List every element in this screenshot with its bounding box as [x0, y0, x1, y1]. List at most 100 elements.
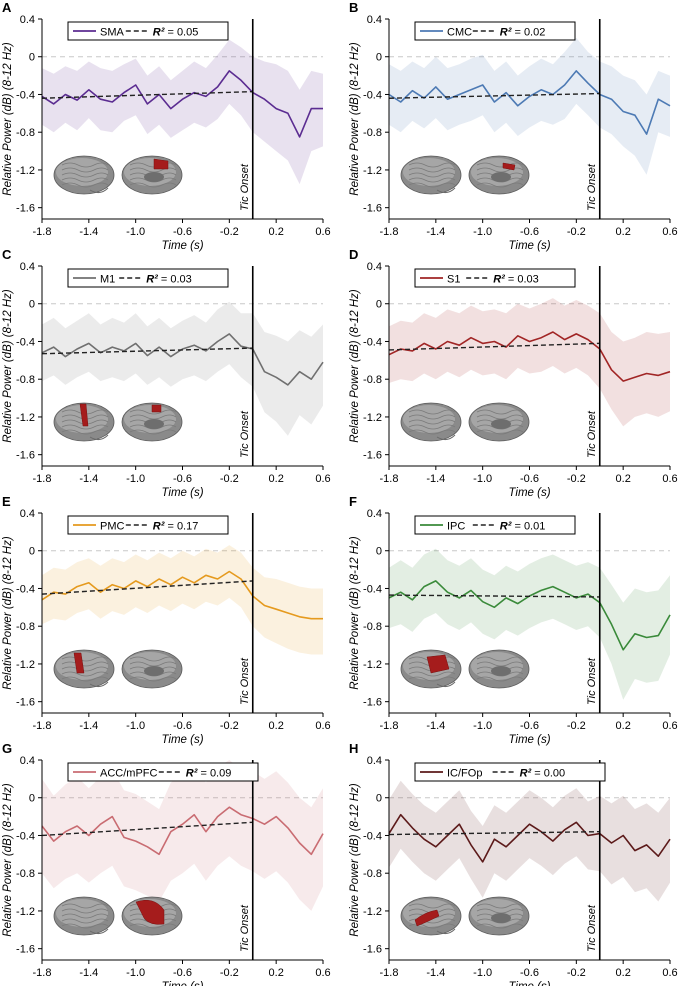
brain-region-highlight — [135, 900, 165, 925]
legend-box — [67, 21, 229, 41]
panel-letter: C — [2, 247, 12, 262]
brain-gyrus-line — [408, 172, 456, 178]
y-tick-label: 0.4 — [20, 261, 35, 273]
brain-region-highlight — [153, 158, 169, 170]
legend-r2-value: = 0.05 — [164, 27, 198, 39]
legend-r2-value: = 0.00 — [531, 768, 565, 780]
brain-gyrus-line — [408, 162, 456, 168]
panel-letter: D — [349, 247, 358, 262]
x-tick-label: -0.2 — [220, 226, 239, 238]
brain-lateral-view — [53, 649, 115, 689]
y-tick-label: -0.8 — [16, 374, 35, 386]
x-axis-label: Time (s) — [161, 240, 203, 252]
brain-medial-view — [468, 402, 530, 442]
x-tick-label: -1.4 — [79, 226, 98, 238]
y-axis-label: Relative Power (dB) (8-12 Hz) — [349, 289, 361, 443]
brain-gyrus-line — [408, 419, 456, 425]
x-tick-label: -0.2 — [220, 720, 239, 732]
y-axis-label: Relative Power (dB) (8-12 Hz) — [349, 536, 361, 690]
x-tick-label: -0.2 — [220, 967, 239, 979]
y-tick-label: 0.4 — [367, 508, 382, 520]
x-tick-label: -0.6 — [520, 226, 539, 238]
brain-region-highlight — [79, 403, 89, 427]
x-tick-label: -1.8 — [380, 967, 399, 979]
x-axis-label: Time (s) — [508, 487, 550, 499]
x-tick-label: -1.4 — [426, 967, 445, 979]
x-tick-label: 0.2 — [616, 226, 631, 238]
legend-series-label: PMC — [100, 521, 125, 533]
legend-r2-prefix: R² — [500, 521, 512, 533]
x-tick-label: -1.0 — [126, 473, 145, 485]
brain-gyrus-line — [476, 676, 524, 682]
legend-box — [414, 21, 576, 41]
brain-region-highlight — [426, 654, 450, 674]
legend-r2-label: R² = 0.05 — [153, 27, 199, 39]
y-tick-label: -1.2 — [16, 412, 35, 424]
y-tick-label: -0.4 — [363, 830, 382, 842]
brain-gyrus-line — [408, 177, 456, 183]
y-tick-label: -0.8 — [16, 621, 35, 633]
x-tick-label: 0.2 — [269, 473, 284, 485]
x-tick-label: -1.0 — [473, 967, 492, 979]
x-tick-label: -1.8 — [380, 226, 399, 238]
x-tick-label: -1.0 — [126, 226, 145, 238]
brain-gyrus-line — [61, 661, 109, 667]
brain-gyrus-line — [129, 409, 177, 415]
brain-gyrus-line — [476, 923, 524, 929]
x-tick-label: -0.6 — [173, 226, 192, 238]
x-tick-label: -1.4 — [79, 720, 98, 732]
y-tick-label: -1.6 — [363, 450, 382, 462]
brain-gyrus-line — [61, 167, 109, 173]
panel-d: D Tic Onset 0.4 0 -0.4 -0.8 -1.2 -1.6 -1.8 -1.4 -1… — [349, 247, 678, 499]
x-tick-label: -0.6 — [520, 967, 539, 979]
brain-gyrus-line — [61, 908, 109, 914]
panel-c: C Tic Onset 0.4 0 -0.4 -0.8 -1.2 -1.6 -1.8 -1.4 -1… — [2, 247, 331, 499]
brain-gyrus-line — [61, 923, 109, 929]
legend-series-label: IC/FOp — [447, 768, 482, 780]
x-axis-label: Time (s) — [508, 734, 550, 746]
panel-letter: E — [2, 494, 11, 509]
brain-gyrus-line — [61, 656, 109, 662]
x-tick-label: -0.2 — [567, 473, 586, 485]
brain-corpus-callosum — [144, 666, 164, 676]
brain-gyrus-line — [476, 409, 524, 415]
y-axis-label: Relative Power (dB) (8-12 Hz) — [2, 536, 14, 690]
brain-gyrus-line — [476, 656, 524, 662]
tic-onset-label: Tic Onset — [586, 410, 598, 458]
x-tick-label: -0.2 — [567, 226, 586, 238]
series-line — [41, 806, 324, 856]
y-axis-label: Relative Power (dB) (8-12 Hz) — [2, 42, 14, 196]
trend-line — [41, 347, 253, 355]
brain-gyrus-line — [408, 424, 456, 430]
brain-corpus-callosum — [144, 172, 164, 182]
legend-r2-prefix: R² — [186, 768, 198, 780]
legend-series-label: IPC — [447, 521, 465, 533]
legend-r2-prefix: R² — [493, 274, 505, 286]
brain-region-highlight — [502, 162, 516, 171]
legend-series-label: SMA — [100, 27, 125, 39]
brain-gyrus-line — [61, 913, 109, 919]
x-tick-label: -1.4 — [79, 473, 98, 485]
x-tick-label: -1.0 — [473, 720, 492, 732]
x-tick-label: -1.4 — [426, 720, 445, 732]
brain-corpus-callosum — [144, 419, 164, 429]
x-tick-label: -1.0 — [126, 720, 145, 732]
confidence-band — [42, 760, 323, 911]
brain-gyrus-line — [61, 424, 109, 430]
legend-r2-label: R² = 0.02 — [500, 27, 546, 39]
x-axis-label: Time (s) — [508, 240, 550, 252]
brain-gyrus-line — [129, 656, 177, 662]
y-tick-label: -1.6 — [363, 944, 382, 956]
y-axis-label: Relative Power (dB) (8-12 Hz) — [349, 783, 361, 937]
y-tick-label: 0.4 — [367, 14, 382, 26]
brain-corpus-callosum — [491, 419, 511, 429]
y-tick-label: 0 — [376, 299, 382, 311]
x-axis-label: Time (s) — [161, 981, 203, 986]
brain-gyrus-line — [476, 162, 524, 168]
x-tick-label: -0.6 — [173, 967, 192, 979]
panel-h: H Tic Onset 0.4 0 -0.4 -0.8 -1.2 -1.6 -1.8 -1.4 -1… — [349, 741, 678, 991]
tic-onset-label: Tic Onset — [239, 657, 251, 705]
legend-r2-label: R² = 0.00 — [520, 768, 566, 780]
legend-series-label: CMC — [447, 27, 472, 39]
